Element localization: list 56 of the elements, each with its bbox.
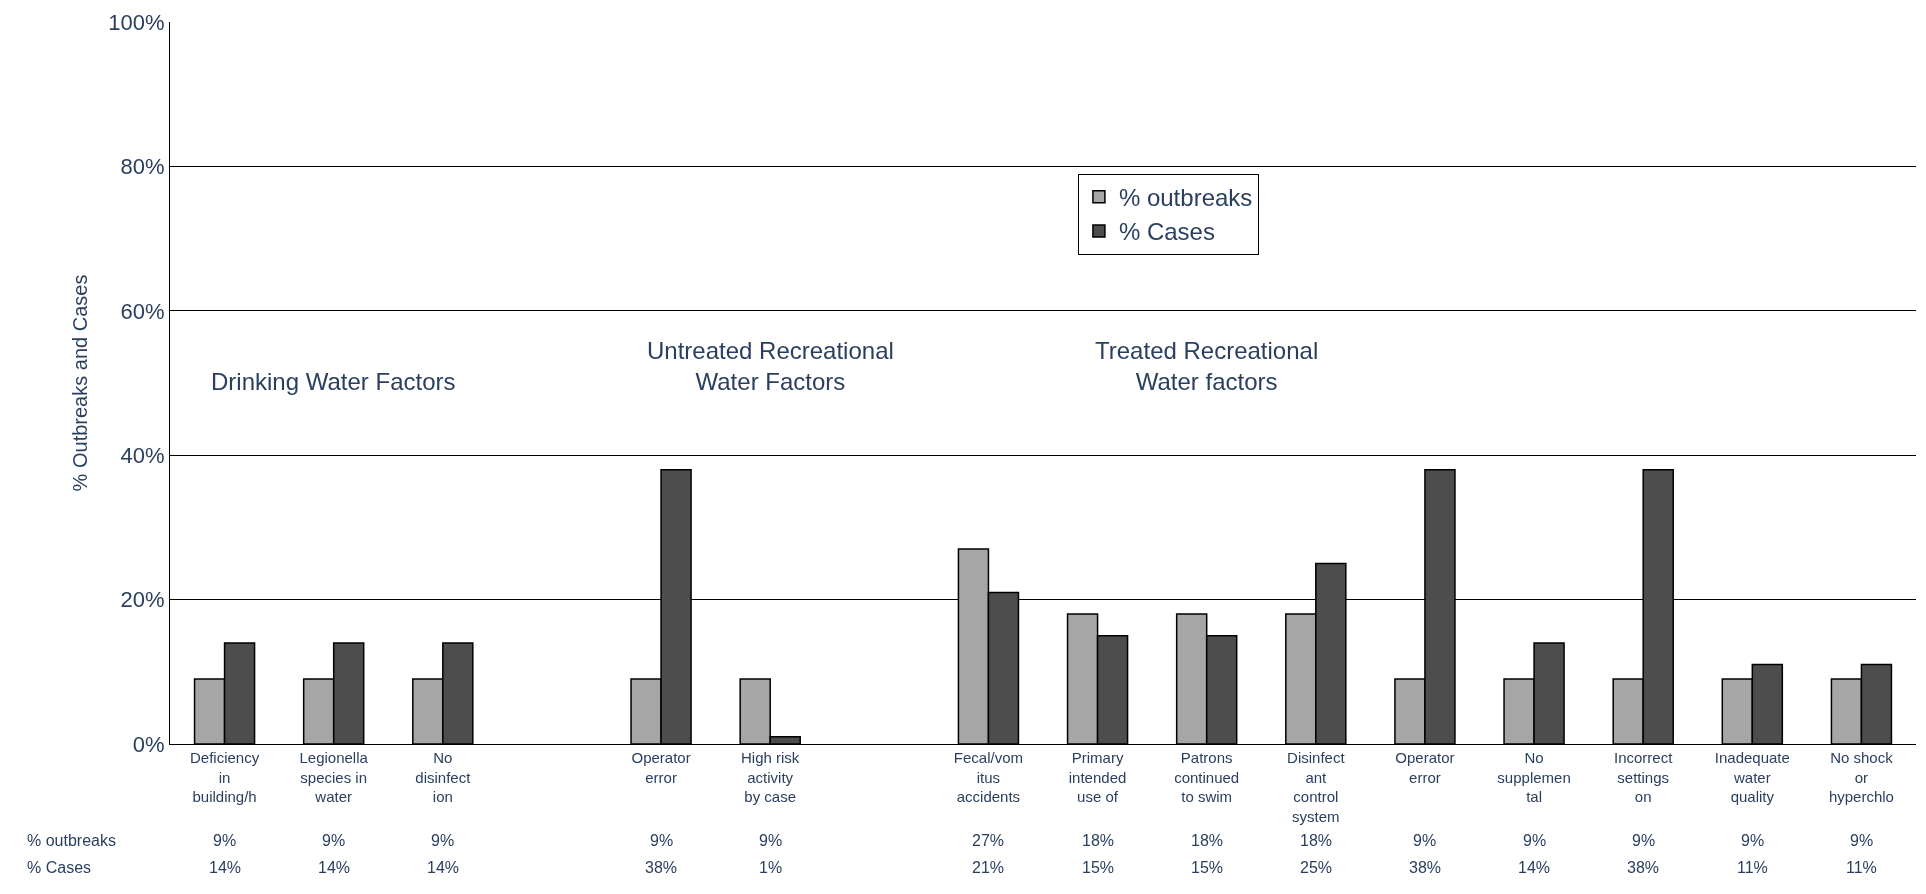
data-label: 38%: [1627, 859, 1660, 876]
x-tick-label: No shock or hyperchlo: [1828, 749, 1894, 805]
data-label: 14%: [209, 859, 242, 876]
legend-label: % outbreaks: [1118, 184, 1253, 212]
x-tick-label: Operator error: [631, 749, 691, 786]
data-label: 11%: [1737, 859, 1768, 876]
x-tick-label: Fecal/vomitus accidents: [953, 749, 1024, 805]
data-label: 15%: [1191, 859, 1224, 876]
data-label: 9%: [650, 832, 674, 849]
y-tick-label: 0%: [132, 731, 165, 757]
data-label: 9%: [322, 832, 346, 849]
y-tick-label: 40%: [120, 442, 165, 468]
data-label: 9%: [759, 832, 783, 849]
x-tick-label: No disinfection: [415, 749, 472, 805]
data-label: 27%: [972, 832, 1005, 849]
text: % outbreaks: [27, 832, 116, 849]
y-tick-label: 20%: [120, 587, 165, 613]
data-label: 14%: [318, 859, 351, 876]
data-label: 21%: [972, 859, 1005, 876]
x-tick-label: Inadequate water quality: [1714, 749, 1790, 805]
y-tick-label: 100%: [108, 9, 165, 35]
annotation: Treated Recreational Water factors: [1095, 337, 1319, 396]
data-label: 9%: [1741, 832, 1765, 849]
data-label: 25%: [1300, 859, 1333, 876]
data-label: 9%: [1850, 832, 1874, 849]
data-label: 38%: [1409, 859, 1442, 876]
x-tick-label: Legionella species in water: [299, 749, 369, 805]
data-label: 14%: [427, 859, 460, 876]
data-label: 18%: [1191, 832, 1224, 849]
data-label: 9%: [1523, 832, 1547, 849]
data-label: 1%: [759, 859, 783, 876]
data-label: 38%: [645, 859, 678, 876]
x-tick-label: Operator error: [1395, 749, 1455, 786]
data-label: 18%: [1300, 832, 1333, 849]
text: % Cases: [27, 859, 92, 876]
data-label: 15%: [1082, 859, 1115, 876]
data-label: 18%: [1082, 832, 1115, 849]
x-tick-label: Patrons continued to swim: [1174, 749, 1240, 805]
x-tick-label: Incorrect settings on: [1614, 749, 1674, 805]
y-tick-label: 80%: [120, 154, 165, 180]
x-tick-label: Primary intended use of: [1068, 749, 1127, 805]
data-label: 9%: [1632, 832, 1656, 849]
y-tick-label: 60%: [120, 298, 165, 324]
y-axis-title: % Outbreaks and Cases: [68, 274, 91, 492]
annotation: Untreated Recreational Water Factors: [647, 337, 894, 396]
x-tick-label: Disinfectant control system: [1287, 749, 1346, 825]
x-tick-label: Deficiency in building/h: [189, 749, 260, 805]
data-label: 9%: [1413, 832, 1437, 849]
data-label: 14%: [1518, 859, 1551, 876]
data-label: 9%: [431, 832, 455, 849]
x-tick-label: High risk activity by case: [741, 749, 800, 805]
legend-label: % Cases: [1118, 218, 1215, 246]
data-label: 11%: [1846, 859, 1877, 876]
annotation: Drinking Water Factors: [211, 368, 456, 395]
data-label: 9%: [213, 832, 237, 849]
x-tick-label: No supplemental: [1497, 749, 1571, 805]
